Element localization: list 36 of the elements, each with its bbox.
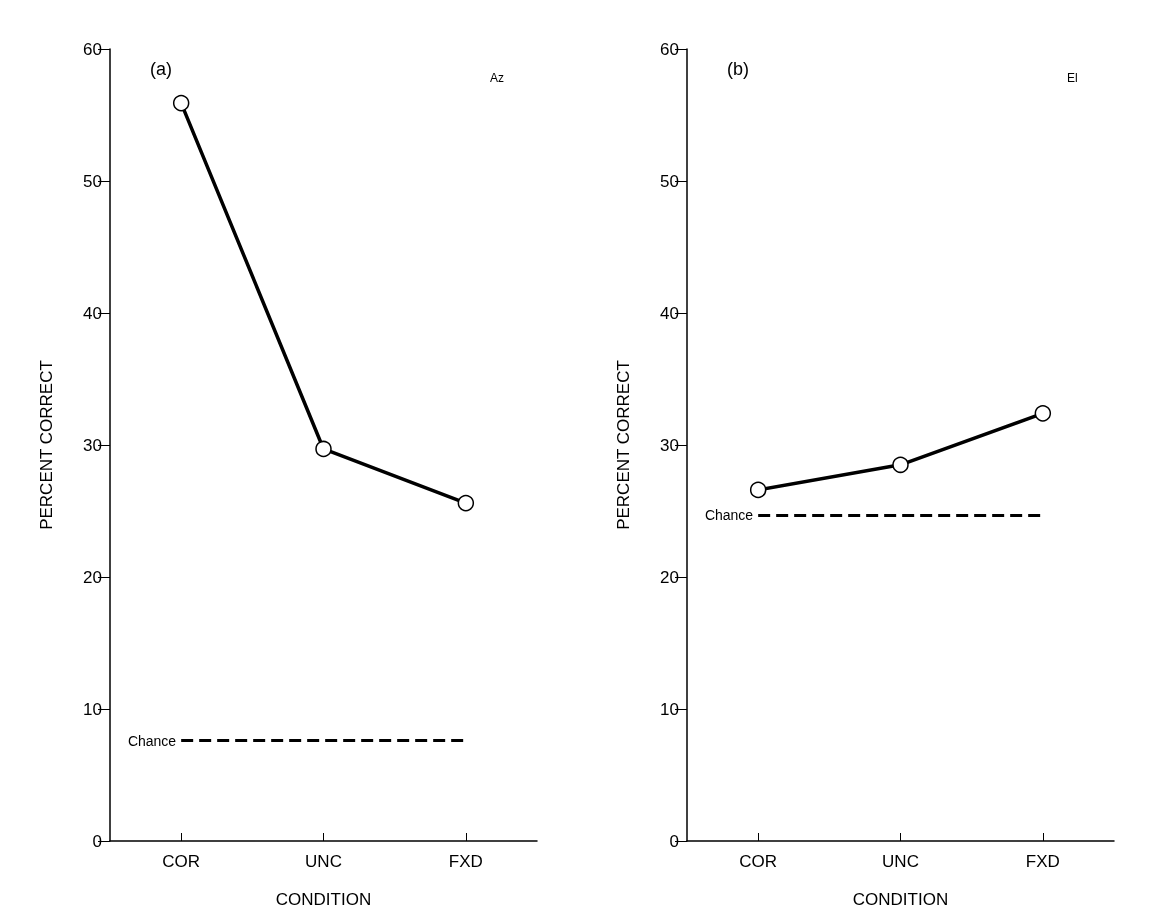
y-tick-label: 10 [660, 699, 679, 719]
y-tick-label: 60 [83, 39, 102, 59]
point [892, 456, 909, 474]
point [457, 494, 475, 512]
y-tick-label: 10 [83, 699, 102, 719]
annotation: El [1067, 71, 1078, 85]
y-tick-label: 50 [83, 171, 102, 191]
point [315, 440, 332, 458]
y-tick-label: 40 [660, 303, 679, 323]
annotation: (b) [727, 59, 749, 79]
point [172, 94, 190, 112]
x-tick-label: COR [162, 852, 201, 871]
x-tick-label: UNC [305, 852, 342, 871]
y-tick-label: 30 [83, 435, 102, 455]
annotation: (a) [150, 59, 172, 79]
point [749, 481, 767, 499]
x-tick-label: UNC [882, 852, 919, 871]
x-axis-title: CONDITION [275, 890, 372, 909]
y-axis-title: PERCENT CORRECT [37, 360, 56, 530]
y-tick-label: 30 [660, 435, 679, 455]
y-axis-title: PERCENT CORRECT [614, 360, 633, 530]
x-tick-label: FXD [1025, 852, 1060, 871]
y-tick-label: 60 [660, 39, 679, 59]
annotation: Az [490, 71, 505, 85]
x-tick-label: COR [739, 852, 778, 871]
y-tick-label: 20 [660, 567, 679, 587]
x-tick-label: FXD [448, 852, 483, 871]
point [1034, 405, 1052, 422]
y-tick-label: 20 [83, 567, 102, 587]
y-tick-label: 50 [660, 171, 679, 191]
ref-line-label: Chance [127, 732, 177, 749]
y-tick-label: 0 [92, 831, 102, 851]
x-axis-title: CONDITION [852, 890, 949, 909]
y-tick-label: 0 [669, 831, 679, 851]
y-tick-label: 40 [83, 303, 102, 323]
ref-line-label: Chance [704, 506, 754, 523]
